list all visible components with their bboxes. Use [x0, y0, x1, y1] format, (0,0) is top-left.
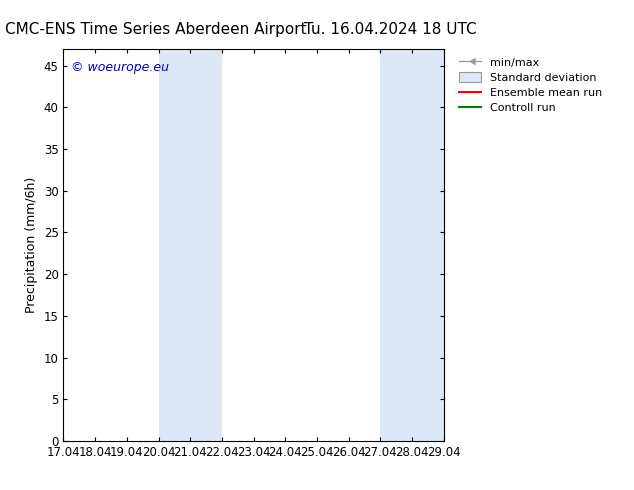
- Bar: [380, 49, 444, 441]
- Bar: [158, 49, 222, 441]
- Text: CMC-ENS Time Series Aberdeen Airport: CMC-ENS Time Series Aberdeen Airport: [4, 22, 306, 37]
- Legend: min/max, Standard deviation, Ensemble mean run, Controll run: min/max, Standard deviation, Ensemble me…: [457, 54, 605, 116]
- Y-axis label: Precipitation (mm/6h): Precipitation (mm/6h): [25, 177, 38, 313]
- Text: Tu. 16.04.2024 18 UTC: Tu. 16.04.2024 18 UTC: [304, 22, 476, 37]
- Text: © woeurope.eu: © woeurope.eu: [71, 61, 169, 74]
